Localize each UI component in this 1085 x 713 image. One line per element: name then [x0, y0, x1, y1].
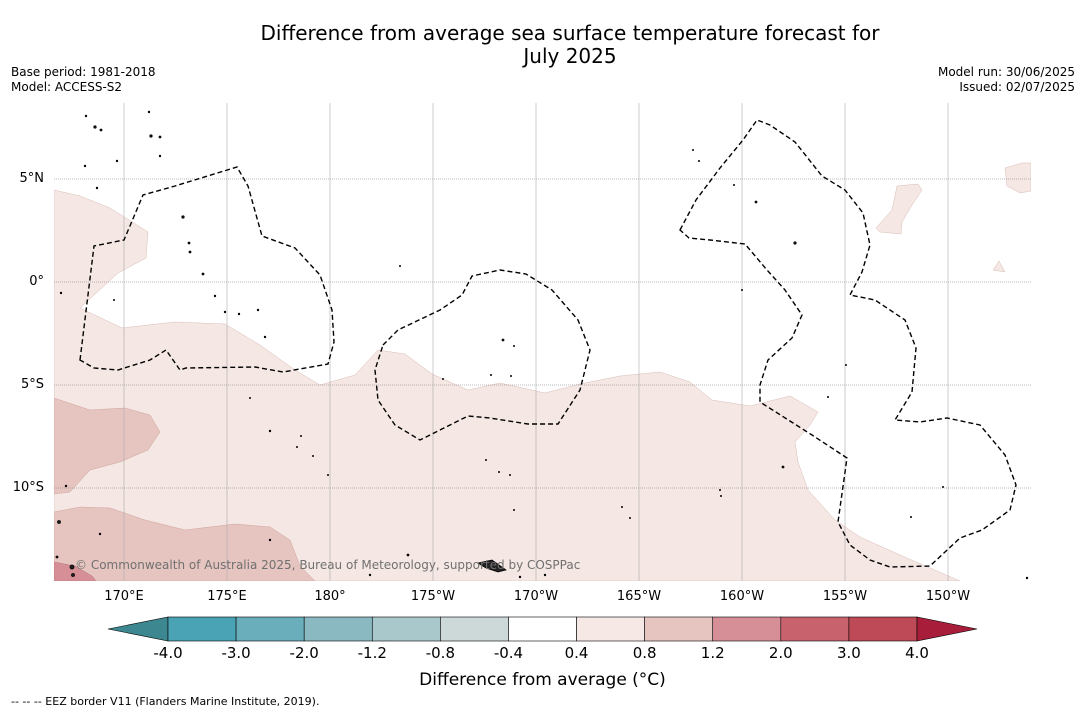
colorbar-segment — [576, 616, 645, 642]
model-run: Model run: 30/06/2025 — [937, 65, 1075, 79]
colorbar-segment — [780, 616, 850, 642]
colorbar-tick-label: 1.2 — [700, 644, 725, 662]
lon-label-170e: 170°E — [104, 589, 144, 604]
eez-footnote: -- -- -- EEZ border V11 (Flanders Marine… — [11, 695, 320, 708]
colorbar-tick-label: 3.0 — [836, 644, 861, 662]
lat-label-5s: 5°S — [20, 377, 44, 392]
anomaly-region-small — [992, 260, 1006, 273]
meridians — [123, 103, 949, 581]
colorbar-segment — [440, 616, 509, 642]
anomaly-region-0.8-1.2 — [54, 397, 161, 495]
colorbar-title: Difference from average (°C) — [419, 670, 666, 690]
eez-borders — [79, 119, 1017, 568]
lon-label-170w: 170°W — [513, 589, 559, 604]
colorbar-extend-high — [916, 616, 978, 642]
lon-label-165w: 165°W — [616, 589, 662, 604]
colorbar-extend-low — [107, 616, 169, 642]
colorbar-tick-label: -0.4 — [493, 644, 524, 662]
title-line-2: July 2025 — [523, 44, 617, 68]
lat-label-0: 0° — [29, 274, 44, 289]
colorbar-segment — [712, 616, 782, 642]
map-area — [54, 103, 1031, 581]
issued-date: Issued: 02/07/2025 — [959, 80, 1075, 94]
anomaly-region-0.8-1.2-south — [54, 506, 316, 581]
meta-right: Model run: 30/06/2025 Issued: 02/07/2025 — [938, 65, 1075, 95]
colorbar-segments — [107, 616, 978, 642]
colorbar-tick-label: 0.4 — [564, 644, 589, 662]
lon-label-175e: 175°E — [207, 589, 247, 604]
lon-label-175w: 175°W — [410, 589, 456, 604]
meta-left: Base period: 1981-2018 Model: ACCESS-S2 — [11, 65, 156, 95]
copyright-notice: © Commonwealth of Australia 2025, Bureau… — [75, 558, 581, 572]
colorbar-tick-label: -0.8 — [425, 644, 455, 662]
colorbar-segment — [303, 616, 373, 642]
anomaly-region-island-patch — [875, 183, 923, 235]
colorbar-segment — [644, 616, 714, 642]
title-line-1: Difference from average sea surface temp… — [260, 21, 880, 45]
colorbar-tick-label: -2.0 — [289, 644, 319, 662]
gridlines — [54, 178, 1031, 489]
islands — [55, 110, 1029, 580]
lat-label-10s: 10°S — [12, 480, 44, 495]
map-title: Difference from average sea surface temp… — [0, 22, 1085, 68]
colorbar-segment — [848, 616, 918, 642]
eez-border-line-islands — [679, 119, 1017, 568]
model-name: Model: ACCESS-S2 — [11, 80, 123, 94]
colorbar-segment — [167, 616, 237, 642]
lon-label-150w: 150°W — [925, 589, 971, 604]
lat-label-5n: 5°N — [19, 171, 45, 186]
colorbar-segment — [371, 616, 441, 642]
lon-label-180: 180° — [314, 589, 346, 604]
lon-label-155w: 155°W — [822, 589, 868, 604]
colorbar-tick-label: -1.2 — [357, 644, 387, 662]
colorbar-tick-label: -3.0 — [221, 644, 251, 662]
eez-border-phoenix — [374, 269, 591, 441]
colorbar-segment — [235, 616, 305, 642]
eez-border-kiribati-gilbert — [79, 166, 335, 373]
anomaly-region-north-east — [1004, 162, 1031, 194]
colorbar-tick-label: 4.0 — [905, 644, 929, 662]
colorbar-tick-label: -4.0 — [153, 644, 183, 662]
lon-label-160w: 160°W — [719, 589, 765, 604]
base-period: Base period: 1981-2018 — [11, 65, 156, 79]
anomaly-region-0.4-0.8 — [54, 189, 961, 581]
colorbar-segment — [508, 616, 577, 642]
colorbar-tick-label: 2.0 — [768, 644, 793, 662]
colorbar-tick-label: 0.8 — [632, 644, 657, 662]
